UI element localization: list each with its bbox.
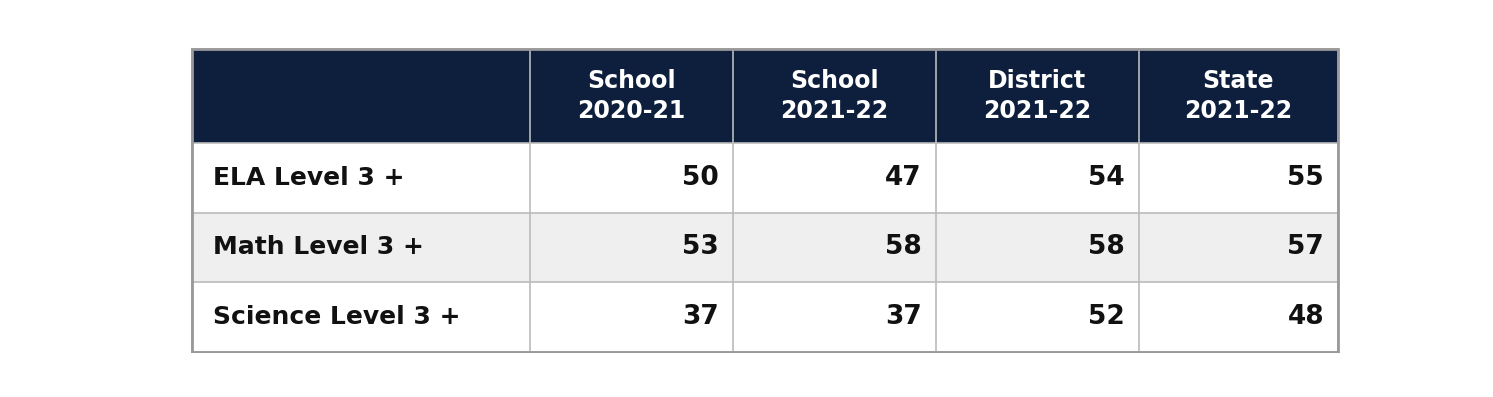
Text: 2020-21: 2020-21 bbox=[578, 99, 685, 123]
Text: 37: 37 bbox=[885, 304, 923, 330]
Text: 55: 55 bbox=[1287, 165, 1324, 191]
Text: School: School bbox=[587, 69, 676, 93]
Text: 2021-22: 2021-22 bbox=[781, 99, 888, 123]
Text: 57: 57 bbox=[1287, 234, 1324, 260]
Text: 47: 47 bbox=[885, 165, 923, 191]
Bar bbox=[193, 282, 1338, 352]
Text: 2021-22: 2021-22 bbox=[984, 99, 1091, 123]
Text: 53: 53 bbox=[682, 234, 720, 260]
Text: District: District bbox=[988, 69, 1087, 93]
Text: 52: 52 bbox=[1088, 304, 1124, 330]
Text: 37: 37 bbox=[682, 304, 720, 330]
Text: State: State bbox=[1202, 69, 1274, 93]
Text: Math Level 3 +: Math Level 3 + bbox=[213, 235, 424, 259]
Text: 54: 54 bbox=[1088, 165, 1124, 191]
Text: School: School bbox=[790, 69, 879, 93]
Text: 2021-22: 2021-22 bbox=[1184, 99, 1293, 123]
Bar bbox=[193, 212, 1338, 282]
Text: 48: 48 bbox=[1287, 304, 1324, 330]
Text: 58: 58 bbox=[1088, 234, 1124, 260]
Text: 58: 58 bbox=[885, 234, 923, 260]
Text: Science Level 3 +: Science Level 3 + bbox=[213, 305, 461, 329]
Bar bbox=[193, 49, 1338, 143]
Bar bbox=[193, 143, 1338, 212]
Text: 50: 50 bbox=[682, 165, 720, 191]
Text: ELA Level 3 +: ELA Level 3 + bbox=[213, 166, 405, 190]
